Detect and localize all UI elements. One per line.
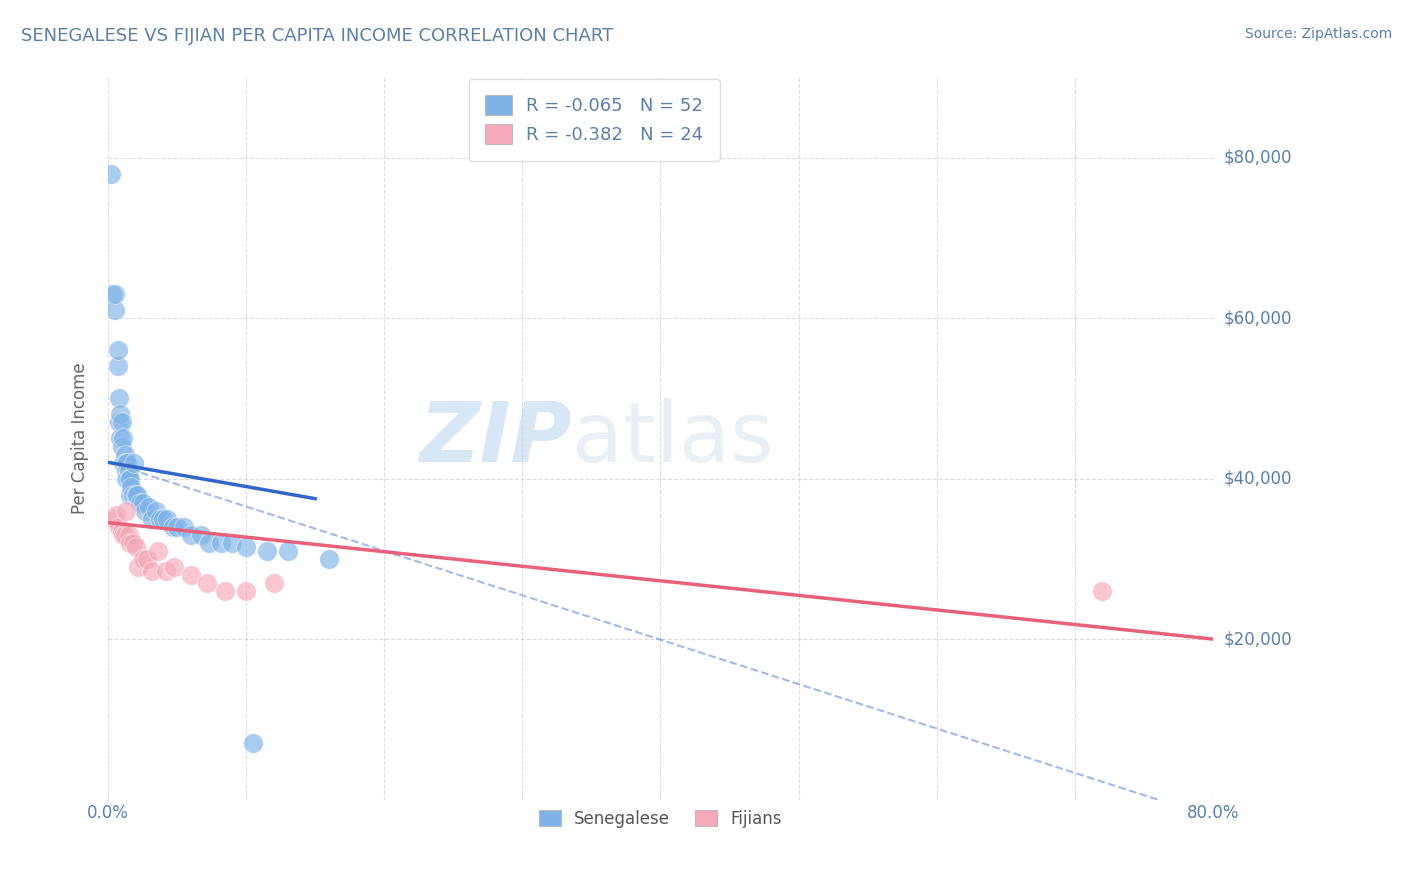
Point [103,512,125,526]
Point [108,416,131,430]
Point [155,564,177,578]
Point [173,520,195,534]
Point [131,496,153,510]
Text: $60,000: $60,000 [1225,310,1292,327]
Point [256,543,278,558]
Point [108,392,131,406]
Point [198,536,221,550]
Point [180,528,202,542]
Point [118,528,141,542]
Text: Source: ZipAtlas.com: Source: ZipAtlas.com [1244,27,1392,41]
Point [100,167,122,181]
Point [214,583,236,598]
Point [128,496,150,510]
Point [120,472,142,486]
Point [197,575,219,590]
Point [115,472,138,486]
Point [121,488,143,502]
Point [138,500,160,514]
Point [111,416,134,430]
Point [104,287,127,301]
Point [101,287,124,301]
Point [108,520,131,534]
Point [235,583,257,598]
Point [162,520,184,534]
Legend: Senegalese, Fijians: Senegalese, Fijians [533,803,789,835]
Point [127,559,149,574]
Text: atlas: atlas [572,398,773,479]
Point [120,536,142,550]
Point [149,512,172,526]
Point [111,524,134,538]
Point [115,456,138,470]
Point [180,567,202,582]
Point [121,536,143,550]
Point [124,540,146,554]
Point [121,480,143,494]
Point [122,456,145,470]
Point [318,551,340,566]
Point [111,440,134,454]
Point [1091,583,1114,598]
Text: $40,000: $40,000 [1225,469,1292,488]
Point [114,456,136,470]
Point [115,504,138,518]
Point [112,432,135,446]
Point [112,528,135,542]
Point [120,488,142,502]
Point [110,432,132,446]
Y-axis label: Per Capita Income: Per Capita Income [72,363,89,515]
Point [235,540,257,554]
Point [115,464,138,478]
Point [263,575,285,590]
Point [163,559,186,574]
Text: ZIP: ZIP [419,398,572,479]
Point [152,512,174,526]
Point [145,504,167,518]
Point [104,303,127,318]
Point [117,472,139,486]
Point [141,512,163,526]
Point [107,343,129,358]
Point [118,464,141,478]
Point [242,736,264,750]
Point [135,551,157,566]
Point [114,448,136,462]
Point [117,456,139,470]
Point [110,408,132,422]
Text: SENEGALESE VS FIJIAN PER CAPITA INCOME CORRELATION CHART: SENEGALESE VS FIJIAN PER CAPITA INCOME C… [21,27,613,45]
Point [141,564,163,578]
Point [105,508,128,522]
Text: $80,000: $80,000 [1225,149,1292,167]
Point [112,456,135,470]
Point [134,504,156,518]
Point [114,528,136,542]
Point [277,543,299,558]
Point [107,359,129,374]
Point [124,488,146,502]
Point [146,543,169,558]
Point [131,551,153,566]
Point [221,536,243,550]
Point [118,472,141,486]
Text: $20,000: $20,000 [1225,630,1292,648]
Point [156,512,179,526]
Point [125,488,148,502]
Point [190,528,212,542]
Point [209,536,232,550]
Point [166,520,188,534]
